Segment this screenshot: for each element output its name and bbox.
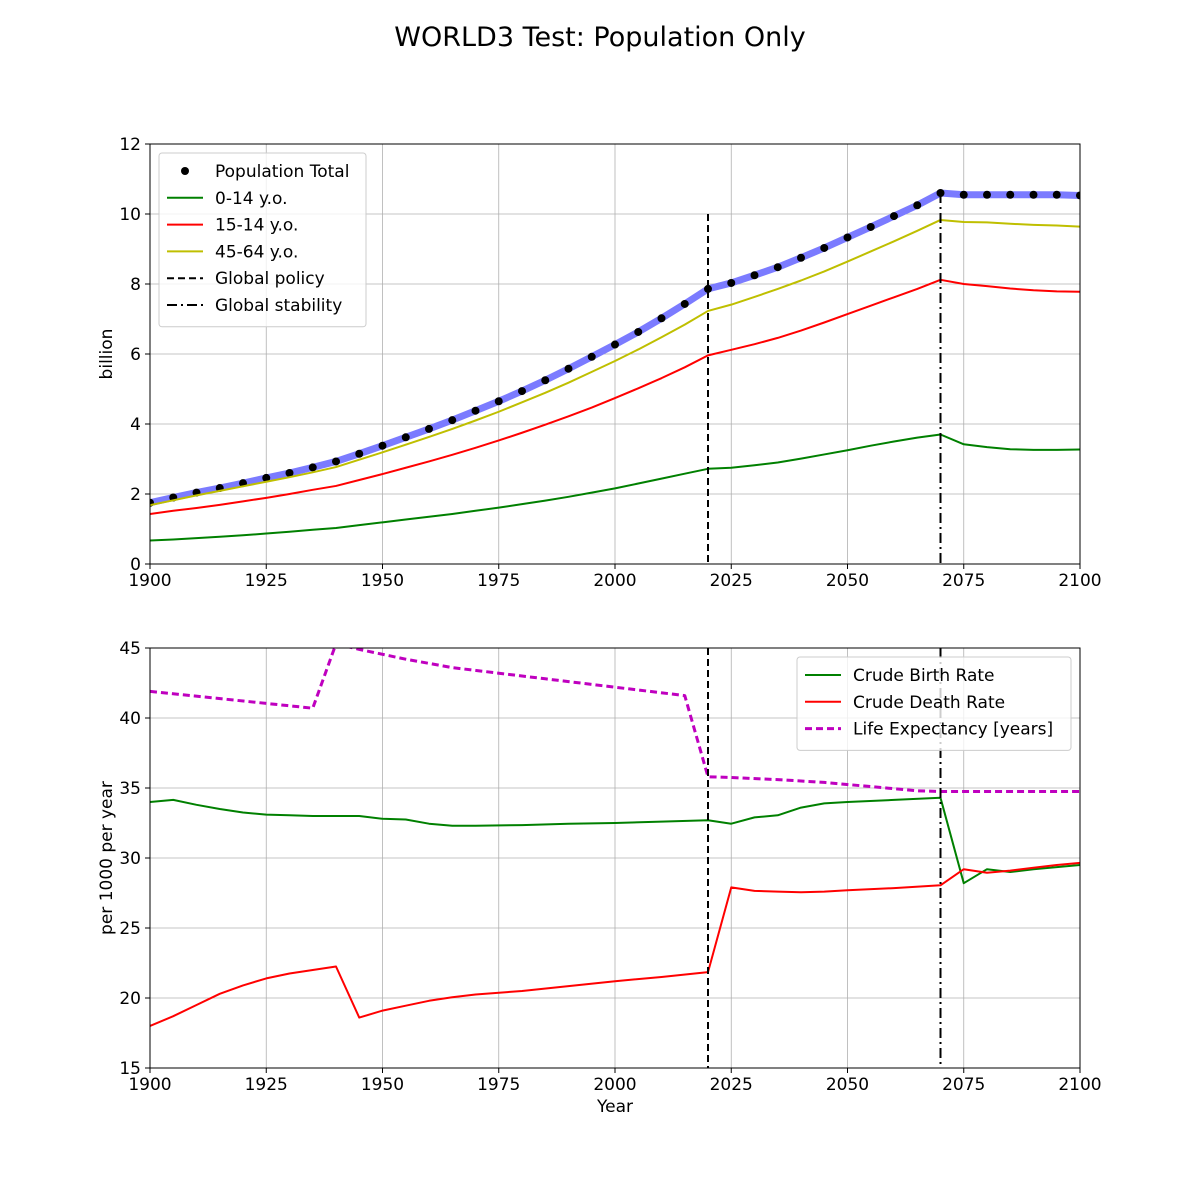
data-point — [634, 327, 643, 336]
legend-box — [158, 152, 367, 328]
legend-marker — [181, 167, 189, 175]
series-line — [150, 218, 1080, 507]
y-tick-label: 30 — [119, 849, 141, 869]
data-point — [890, 212, 898, 221]
x-tick-label: 2050 — [826, 1075, 869, 1095]
population-axes: 1900 1925 1950 1975 2000 2025 2050 2075 2100 0 2 4 6… — [97, 135, 1102, 591]
data-point — [332, 457, 340, 466]
data-point — [727, 278, 736, 287]
y-tick-label: 40 — [119, 709, 141, 729]
legend-label: Global policy — [215, 269, 325, 289]
figure-title: WORLD3 Test: Population Only — [394, 22, 805, 53]
x-tick-label: 2075 — [942, 1075, 985, 1095]
legend-label: 15-14 y.o. — [215, 216, 298, 236]
legend-label: Population Total — [215, 162, 349, 182]
legend-label: Crude Death Rate — [853, 693, 1005, 713]
data-point — [657, 314, 666, 323]
series-line — [150, 648, 1080, 793]
x-tick-label: 2050 — [826, 571, 869, 591]
x-tick-label: 1975 — [477, 1075, 520, 1095]
data-point — [843, 233, 852, 242]
y-tick-label: 8 — [130, 275, 141, 295]
data-point — [866, 222, 875, 231]
plot-layer — [150, 189, 1080, 564]
x-tick-label: 1900 — [128, 1075, 171, 1095]
y-tick-label: 2 — [130, 485, 141, 505]
data-point — [262, 473, 271, 482]
y-tick-label: 35 — [119, 779, 141, 799]
y-tick-label: 25 — [119, 919, 141, 939]
data-point — [983, 190, 991, 199]
data-point — [750, 271, 759, 280]
data-point — [285, 469, 294, 477]
x-tick-label: 1950 — [361, 571, 404, 591]
y-tick-label: 12 — [119, 135, 141, 155]
y-tick-label: 10 — [119, 205, 141, 225]
x-axis-label: Year — [596, 1097, 633, 1117]
series-line — [150, 861, 1080, 1027]
data-point — [564, 364, 573, 373]
data-point — [680, 299, 689, 308]
data-point — [401, 433, 410, 442]
x-tick-label: 1925 — [245, 1075, 288, 1095]
x-tick-label: 1925 — [245, 571, 288, 591]
y-axis-label: per 1000 per year — [97, 781, 117, 935]
y-tick-label: 0 — [130, 555, 141, 575]
axes-frame — [149, 143, 1081, 565]
x-tick-label: 2025 — [710, 1075, 753, 1095]
x-tick-label: 2075 — [942, 571, 985, 591]
data-point — [913, 201, 922, 210]
data-point — [773, 263, 782, 272]
axes-frame — [149, 647, 1081, 1069]
data-point — [518, 387, 526, 396]
x-tick-label: 2100 — [1058, 1075, 1101, 1095]
data-point — [704, 284, 712, 293]
data-point — [587, 352, 596, 361]
legend-label: 45-64 y.o. — [215, 242, 298, 262]
x-tick-label: 1950 — [361, 1075, 404, 1095]
x-tick-label: 1900 — [128, 571, 171, 591]
legend: Population Total 0-14 y.o. 15-14 y.o. 45-64… — [158, 152, 367, 328]
series-line — [150, 278, 1080, 515]
x-tick-label: 2000 — [593, 1075, 636, 1095]
data-point — [448, 416, 457, 425]
data-point — [959, 190, 968, 199]
plot-layer — [150, 648, 1080, 1068]
data-point — [425, 424, 433, 433]
x-tick-label: 2100 — [1058, 571, 1101, 591]
y-tick-label: 4 — [130, 415, 141, 435]
data-point — [1029, 190, 1038, 199]
legend: Crude Birth Rate Crude Death Rate Life Exp… — [796, 656, 1072, 751]
data-point — [355, 449, 364, 458]
x-tick-label: 2025 — [710, 571, 753, 591]
data-point — [1052, 190, 1061, 199]
data-point — [797, 253, 805, 262]
data-point — [1006, 190, 1015, 199]
legend-label: Life Expectancy [years] — [853, 720, 1053, 740]
data-point — [494, 397, 503, 406]
data-point — [820, 243, 829, 252]
data-point — [1076, 191, 1080, 200]
legend-label: Global stability — [215, 296, 342, 316]
data-point — [471, 406, 480, 415]
y-tick-label: 6 — [130, 345, 141, 365]
data-point — [611, 340, 619, 349]
data-point — [378, 441, 387, 450]
legend-label: 0-14 y.o. — [215, 189, 288, 209]
x-tick-label: 2000 — [593, 571, 636, 591]
y-tick-label: 45 — [119, 639, 141, 659]
series-line — [150, 796, 1080, 885]
y-tick-label: 15 — [119, 1059, 141, 1079]
y-axis-label: billion — [97, 329, 117, 380]
series-line — [150, 433, 1080, 542]
legend-box — [796, 656, 1072, 751]
x-tick-label: 1975 — [477, 571, 520, 591]
data-point — [541, 376, 550, 385]
rates-axes: 1900 1925 1950 1975 2000 2025 2050 2075 21001520… — [97, 639, 1102, 1117]
legend-label: Crude Birth Rate — [853, 666, 995, 686]
y-tick-label: 20 — [119, 989, 141, 1009]
data-point — [308, 463, 317, 472]
